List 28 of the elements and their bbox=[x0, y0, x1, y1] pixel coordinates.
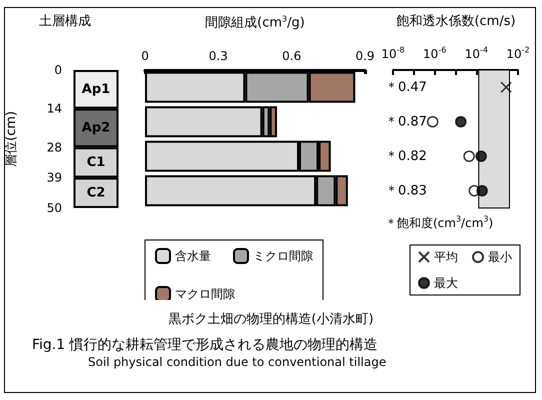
x-tick-label: 0.9 bbox=[355, 49, 375, 63]
legend-label: ミクロ間隙 bbox=[253, 249, 313, 263]
annotation: ＊0.47 bbox=[385, 80, 427, 95]
chart-title: 土層構成 bbox=[39, 14, 91, 29]
legend-label: 平均 bbox=[434, 250, 458, 264]
legend-label: 最大 bbox=[434, 276, 458, 290]
series-label: Ap2 bbox=[82, 120, 110, 136]
legend-label: 最小 bbox=[488, 250, 512, 264]
x-tick-label: 0.3 bbox=[208, 49, 228, 63]
y-tick-label: 50 bbox=[46, 201, 62, 215]
caption: Fig.1 慣行的な耕耘管理で形成される農地の物理的構造 bbox=[32, 337, 378, 353]
series-label: Ap1 bbox=[82, 82, 110, 97]
x-tick-label: 0 bbox=[141, 49, 149, 63]
annotation: ＊0.87 bbox=[385, 114, 427, 130]
y-tick-label: 0 bbox=[54, 63, 62, 77]
annotation: ＊0.82 bbox=[385, 148, 427, 164]
y-tick-label: 28 bbox=[46, 140, 62, 154]
text: 黒ボク土畑の物理的構造(小清水町) bbox=[168, 312, 374, 327]
annotation: ＊0.83 bbox=[385, 183, 427, 198]
legend-label: 含水量 bbox=[175, 249, 211, 263]
series-label: C2 bbox=[86, 185, 106, 200]
y-tick-label: 14 bbox=[46, 102, 62, 116]
series-label: C1 bbox=[86, 154, 106, 170]
text: Soil physical condition due to conventional tillage bbox=[88, 355, 386, 369]
x-tick-label: 0.6 bbox=[282, 49, 302, 63]
y-tick-label: 39 bbox=[46, 170, 62, 185]
legend-label: マクロ間隙 bbox=[175, 287, 235, 301]
chart-title: 飽和透水係数(cm/s) bbox=[396, 14, 516, 29]
